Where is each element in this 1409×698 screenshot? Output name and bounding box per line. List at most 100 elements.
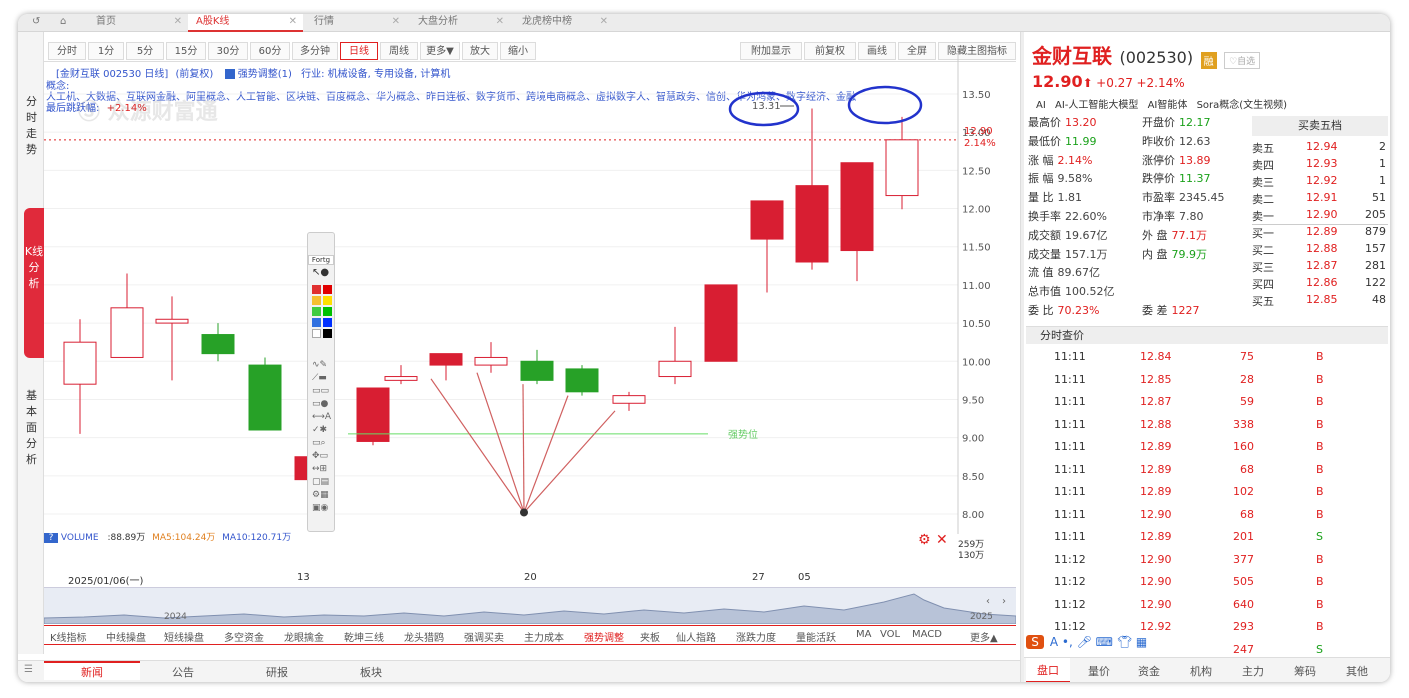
orderbook-row[interactable]: 卖五 12.94 2: [1252, 140, 1388, 157]
microphone-icon[interactable]: 🎤︎: [1076, 635, 1092, 649]
indicator-vol[interactable]: VOL: [880, 629, 901, 640]
indicator-mid[interactable]: 中线操盘: [106, 633, 146, 644]
stock-tag[interactable]: Sora概念(文生视频): [1196, 100, 1288, 111]
tab-chips[interactable]: 筹码: [1294, 665, 1316, 678]
keyboard-icon[interactable]: ⌨: [1095, 635, 1113, 649]
add-watchlist-button[interactable]: ♡自选: [1224, 51, 1261, 69]
candlestick-chart[interactable]: 13.50 13.00 12.50 12.00 11.50 11.00 10.50 10.00…: [18, 14, 1018, 534]
orderbook-row[interactable]: 卖三 12.92 1: [1252, 174, 1388, 191]
scroll-right-icon[interactable]: ›: [1002, 596, 1006, 607]
tab-quote[interactable]: 行情 ✕: [306, 14, 406, 32]
close-icon[interactable]: ✕: [599, 16, 608, 27]
extra-display-button[interactable]: 附加显示: [740, 42, 802, 60]
stock-tag[interactable]: AI智能体: [1147, 100, 1188, 111]
trade-time: 11:12: [1054, 552, 1086, 566]
tab-research[interactable]: 研报: [266, 666, 288, 679]
indicator-label[interactable]: 强势调整(1): [237, 69, 292, 80]
orderbook-row[interactable]: 买五 12.85 48: [1252, 293, 1388, 310]
indicator-longshort[interactable]: 多空资金: [224, 633, 264, 644]
skin-icon[interactable]: 👕︎: [1116, 635, 1133, 649]
close-icon[interactable]: ✕: [936, 532, 948, 548]
tab-sector[interactable]: 板块: [360, 666, 382, 679]
tab-announcements[interactable]: 公告: [172, 666, 194, 679]
indicator-ma[interactable]: MA: [856, 629, 872, 640]
font-icon[interactable]: A: [1049, 635, 1059, 649]
period-15m[interactable]: 15分: [166, 42, 206, 60]
rail-kline[interactable]: K线分析: [24, 208, 44, 358]
orderbook-row[interactable]: 卖一 12.90 205: [1252, 208, 1388, 225]
indicator-macd[interactable]: MACD: [912, 629, 942, 640]
cursor-icon[interactable]: ↖●: [312, 267, 330, 278]
stock-name-label: [金财互联 002530 日线]: [56, 69, 169, 80]
panel-divider[interactable]: [1020, 32, 1024, 682]
indicator-jiaban[interactable]: 夹板: [640, 633, 660, 644]
indicator-xianren[interactable]: 仙人指路: [676, 633, 716, 644]
tab-home[interactable]: 首页 ✕: [88, 14, 188, 32]
apps-icon[interactable]: ▦: [1135, 635, 1148, 649]
close-icon[interactable]: ✕: [391, 16, 400, 27]
tab-institution[interactable]: 机构: [1190, 665, 1212, 678]
help-icon[interactable]: ?: [44, 533, 58, 543]
close-icon[interactable]: ✕: [495, 16, 504, 27]
draw-line-button[interactable]: 画线: [858, 42, 896, 60]
indicator-strong[interactable]: 强势调整: [584, 633, 624, 644]
period-weekly[interactable]: 周线: [380, 42, 418, 60]
adjust-button[interactable]: 前复权: [804, 42, 856, 60]
tab-other[interactable]: 其他: [1346, 665, 1368, 678]
indicator-dragon-head[interactable]: 龙头猎鸥: [404, 633, 444, 644]
overview-strip[interactable]: 2024 2025 ‹ ›: [44, 587, 1016, 624]
indicator-updown[interactable]: 涨跌力度: [736, 633, 776, 644]
punct-icon[interactable]: •,: [1061, 635, 1073, 649]
period-30m[interactable]: 30分: [208, 42, 248, 60]
indicator-cost[interactable]: 主力成本: [524, 633, 564, 644]
layout-icon[interactable]: ☰: [24, 664, 33, 675]
tab-main-force[interactable]: 主力: [1242, 665, 1264, 678]
indicator-buysell[interactable]: 强调买卖: [464, 633, 504, 644]
tab-market[interactable]: 大盘分析 ✕: [410, 14, 510, 32]
tab-news[interactable]: 新闻: [44, 661, 140, 680]
period-multi[interactable]: 多分钟: [292, 42, 338, 60]
indicator-dragon-eye[interactable]: 龙眼擒金: [284, 633, 324, 644]
draw-tools-icon[interactable]: ∿✎ ⟋▬ ▭▭ ▭● ⟷A ✓✱ ▭⌕ ✥▭ ↔⊞ ▢▤ ⚙▦ ▣◉: [312, 360, 332, 513]
indicator-more[interactable]: 更多▲: [970, 633, 998, 644]
fullscreen-button[interactable]: 全屏: [898, 42, 936, 60]
period-timeshare[interactable]: 分时: [48, 42, 86, 60]
ime-logo-icon[interactable]: S: [1026, 635, 1044, 649]
stock-tag[interactable]: AI-人工智能大模型: [1054, 100, 1139, 111]
scroll-left-icon[interactable]: ‹: [986, 596, 990, 607]
home-icon[interactable]: ⌂: [60, 16, 67, 27]
back-icon[interactable]: ↺: [32, 16, 41, 27]
tab-pankou[interactable]: 盘口: [1026, 658, 1070, 682]
rail-fundamentals[interactable]: 基本面分析: [26, 389, 37, 466]
indicator-k[interactable]: K线指标: [50, 633, 87, 644]
ime-toolbar[interactable]: S A •, 🎤︎ ⌨ 👕︎ ▦: [1026, 635, 1206, 655]
stock-tag[interactable]: AI: [1036, 100, 1046, 111]
settings-icon[interactable]: ⚙: [918, 532, 931, 548]
orderbook-row[interactable]: 买四 12.86 122: [1252, 276, 1388, 293]
period-5m[interactable]: 5分: [126, 42, 164, 60]
tab-dragon[interactable]: 龙虎榜中榜 ✕: [514, 14, 614, 32]
indicator-short[interactable]: 短线操盘: [164, 633, 204, 644]
close-icon[interactable]: ✕: [288, 16, 297, 27]
orderbook-price: 12.90: [1306, 208, 1338, 221]
zoom-out-button[interactable]: 缩小: [500, 42, 536, 60]
orderbook-row[interactable]: 卖四 12.93 1: [1252, 157, 1388, 174]
orderbook-row[interactable]: 买一 12.89 879: [1252, 225, 1388, 242]
indicator-qiankun[interactable]: 乾坤三线: [344, 633, 384, 644]
left-rail: 分时走势 K线分析 基本面分析: [18, 32, 44, 654]
orderbook-row[interactable]: 买三 12.87 281: [1252, 259, 1388, 276]
tab-kline[interactable]: A股K线 ✕: [188, 14, 303, 32]
indicator-active[interactable]: 量能活跃: [796, 633, 836, 644]
period-daily[interactable]: 日线: [340, 42, 378, 60]
orderbook-row[interactable]: 买二 12.88 157: [1252, 242, 1388, 259]
close-icon[interactable]: ✕: [173, 16, 182, 27]
tab-funds[interactable]: 资金: [1138, 665, 1160, 678]
period-60m[interactable]: 60分: [250, 42, 290, 60]
period-1m[interactable]: 1分: [88, 42, 124, 60]
tab-volume-price[interactable]: 量价: [1088, 665, 1110, 678]
period-more[interactable]: 更多▼: [420, 42, 460, 60]
orderbook-row[interactable]: 卖二 12.91 51: [1252, 191, 1388, 208]
color-swatches[interactable]: [312, 285, 332, 338]
zoom-in-button[interactable]: 放大: [462, 42, 498, 60]
rail-timeshare[interactable]: 分时走势: [26, 95, 37, 156]
